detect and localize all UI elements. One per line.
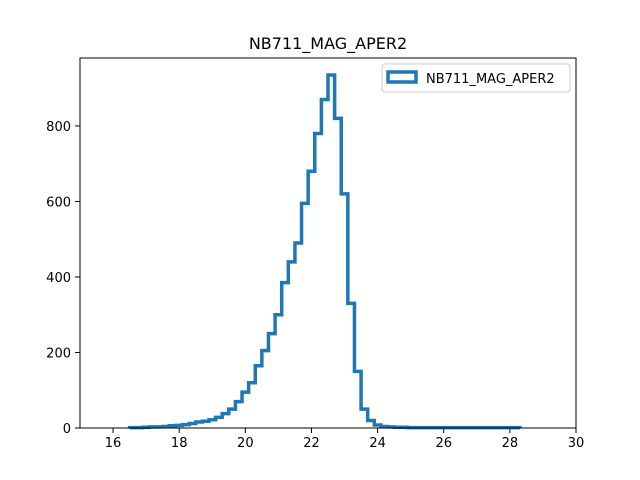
legend: NB711_MAG_APER2: [381, 63, 571, 93]
x-tick-label: 26: [435, 436, 452, 451]
legend-label: NB711_MAG_APER2: [426, 72, 555, 87]
x-tick-label: 30: [568, 436, 585, 451]
x-tick-label: 16: [105, 436, 122, 451]
legend-swatch: [386, 70, 418, 84]
y-tick-label: 0: [63, 422, 71, 437]
y-tick-label: 200: [46, 346, 71, 361]
x-tick-label: 22: [303, 436, 320, 451]
x-tick-label: 28: [502, 436, 519, 451]
x-axis: 16 18 20 22 24 26 28 30: [105, 428, 584, 451]
x-tick-label: 24: [369, 436, 386, 451]
x-tick-label: 20: [237, 436, 254, 451]
legend-box: [381, 63, 571, 93]
histogram-step-line: [127, 73, 522, 430]
y-tick-label: 600: [46, 195, 71, 210]
y-tick-label: 800: [46, 120, 71, 135]
x-tick-label: 18: [171, 436, 188, 451]
plot-frame: [79, 57, 577, 429]
y-axis: 0 200 400 600 800: [46, 120, 80, 437]
chart-title: NB711_MAG_APER2: [249, 34, 407, 54]
y-tick-label: 400: [46, 271, 71, 286]
